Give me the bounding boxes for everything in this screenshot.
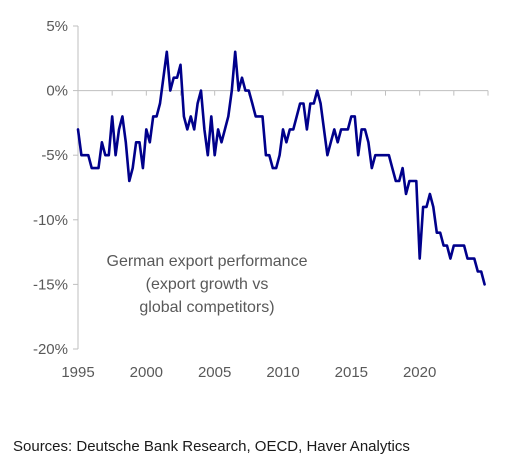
x-tick-label: 2010 — [266, 364, 299, 381]
x-tick-label: 2000 — [130, 364, 163, 381]
export-performance-line — [76, 50, 486, 286]
x-tick-label: 2005 — [198, 364, 231, 381]
series-layer — [76, 50, 486, 286]
y-tick-label: 5% — [46, 18, 68, 35]
y-tick-label: -15% — [33, 276, 68, 293]
annotation-line-2: (export growth vs — [146, 276, 269, 293]
x-axis: 1995 2000 2005 2010 2015 2020 — [61, 90, 489, 381]
x-tick-label: 2020 — [403, 364, 436, 381]
y-tick-label: -5% — [41, 147, 68, 164]
y-tick-label: 0% — [46, 83, 68, 100]
y-tick-label: -10% — [33, 212, 68, 229]
x-tick-label: 1995 — [61, 364, 94, 381]
annotation-line-3: global competitors) — [139, 299, 274, 316]
line-chart: 5% 0% -5% -10% -15% -20% 1995 2000 2005 2010 2015… — [33, 18, 489, 381]
y-tick-label: -20% — [33, 341, 68, 358]
y-axis: 5% 0% -5% -10% -15% -20% — [33, 18, 79, 358]
x-tick-label: 2015 — [335, 364, 368, 381]
source-note: Sources: Deutsche Bank Research, OECD, H… — [13, 438, 410, 455]
annotation-line-1: German export performance — [107, 253, 308, 270]
